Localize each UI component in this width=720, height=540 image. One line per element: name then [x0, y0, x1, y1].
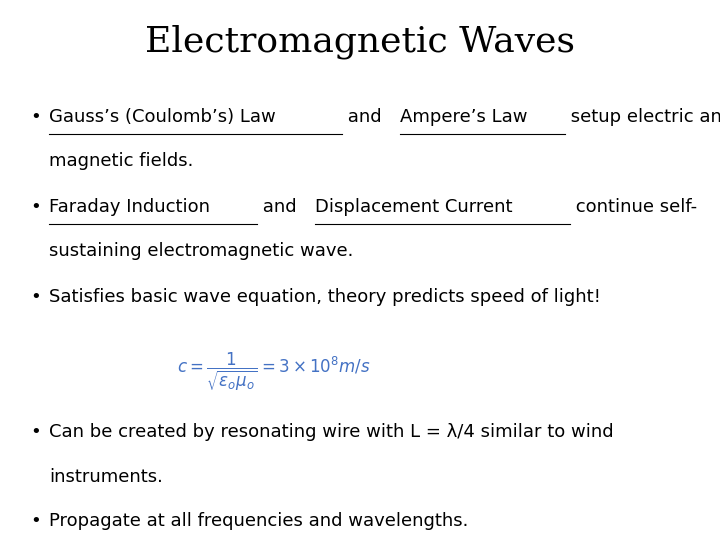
Text: and: and [257, 198, 302, 216]
Text: continue self-: continue self- [570, 198, 697, 216]
Text: Faraday Induction: Faraday Induction [49, 198, 210, 216]
Text: Propagate at all frequencies and wavelengths.: Propagate at all frequencies and wavelen… [49, 512, 468, 530]
Text: $c = \dfrac{1}{\sqrt{\varepsilon_o \mu_o}} = 3 \times 10^8 m/s$: $c = \dfrac{1}{\sqrt{\varepsilon_o \mu_o… [177, 350, 370, 393]
Text: Ampere’s Law: Ampere’s Law [400, 108, 528, 126]
Text: •: • [30, 512, 41, 530]
Text: setup electric and: setup electric and [564, 108, 720, 126]
Text: •: • [30, 423, 41, 441]
Text: Electromagnetic Waves: Electromagnetic Waves [145, 24, 575, 59]
Text: Gauss’s (Coulomb’s) Law: Gauss’s (Coulomb’s) Law [49, 108, 276, 126]
Text: •: • [30, 108, 41, 126]
Text: sustaining electromagnetic wave.: sustaining electromagnetic wave. [49, 242, 354, 260]
Text: •: • [30, 288, 41, 306]
Text: and: and [341, 108, 387, 126]
Text: instruments.: instruments. [49, 468, 163, 485]
Text: Can be created by resonating wire with L = λ/4 similar to wind: Can be created by resonating wire with L… [49, 423, 613, 441]
Text: magnetic fields.: magnetic fields. [49, 152, 194, 170]
Text: Displacement Current: Displacement Current [315, 198, 513, 216]
Text: •: • [30, 198, 41, 216]
Text: Satisfies basic wave equation, theory predicts speed of light!: Satisfies basic wave equation, theory pr… [49, 288, 600, 306]
